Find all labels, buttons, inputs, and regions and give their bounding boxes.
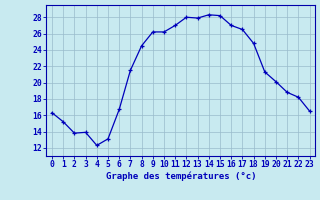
X-axis label: Graphe des températures (°c): Graphe des températures (°c) [106, 172, 256, 181]
